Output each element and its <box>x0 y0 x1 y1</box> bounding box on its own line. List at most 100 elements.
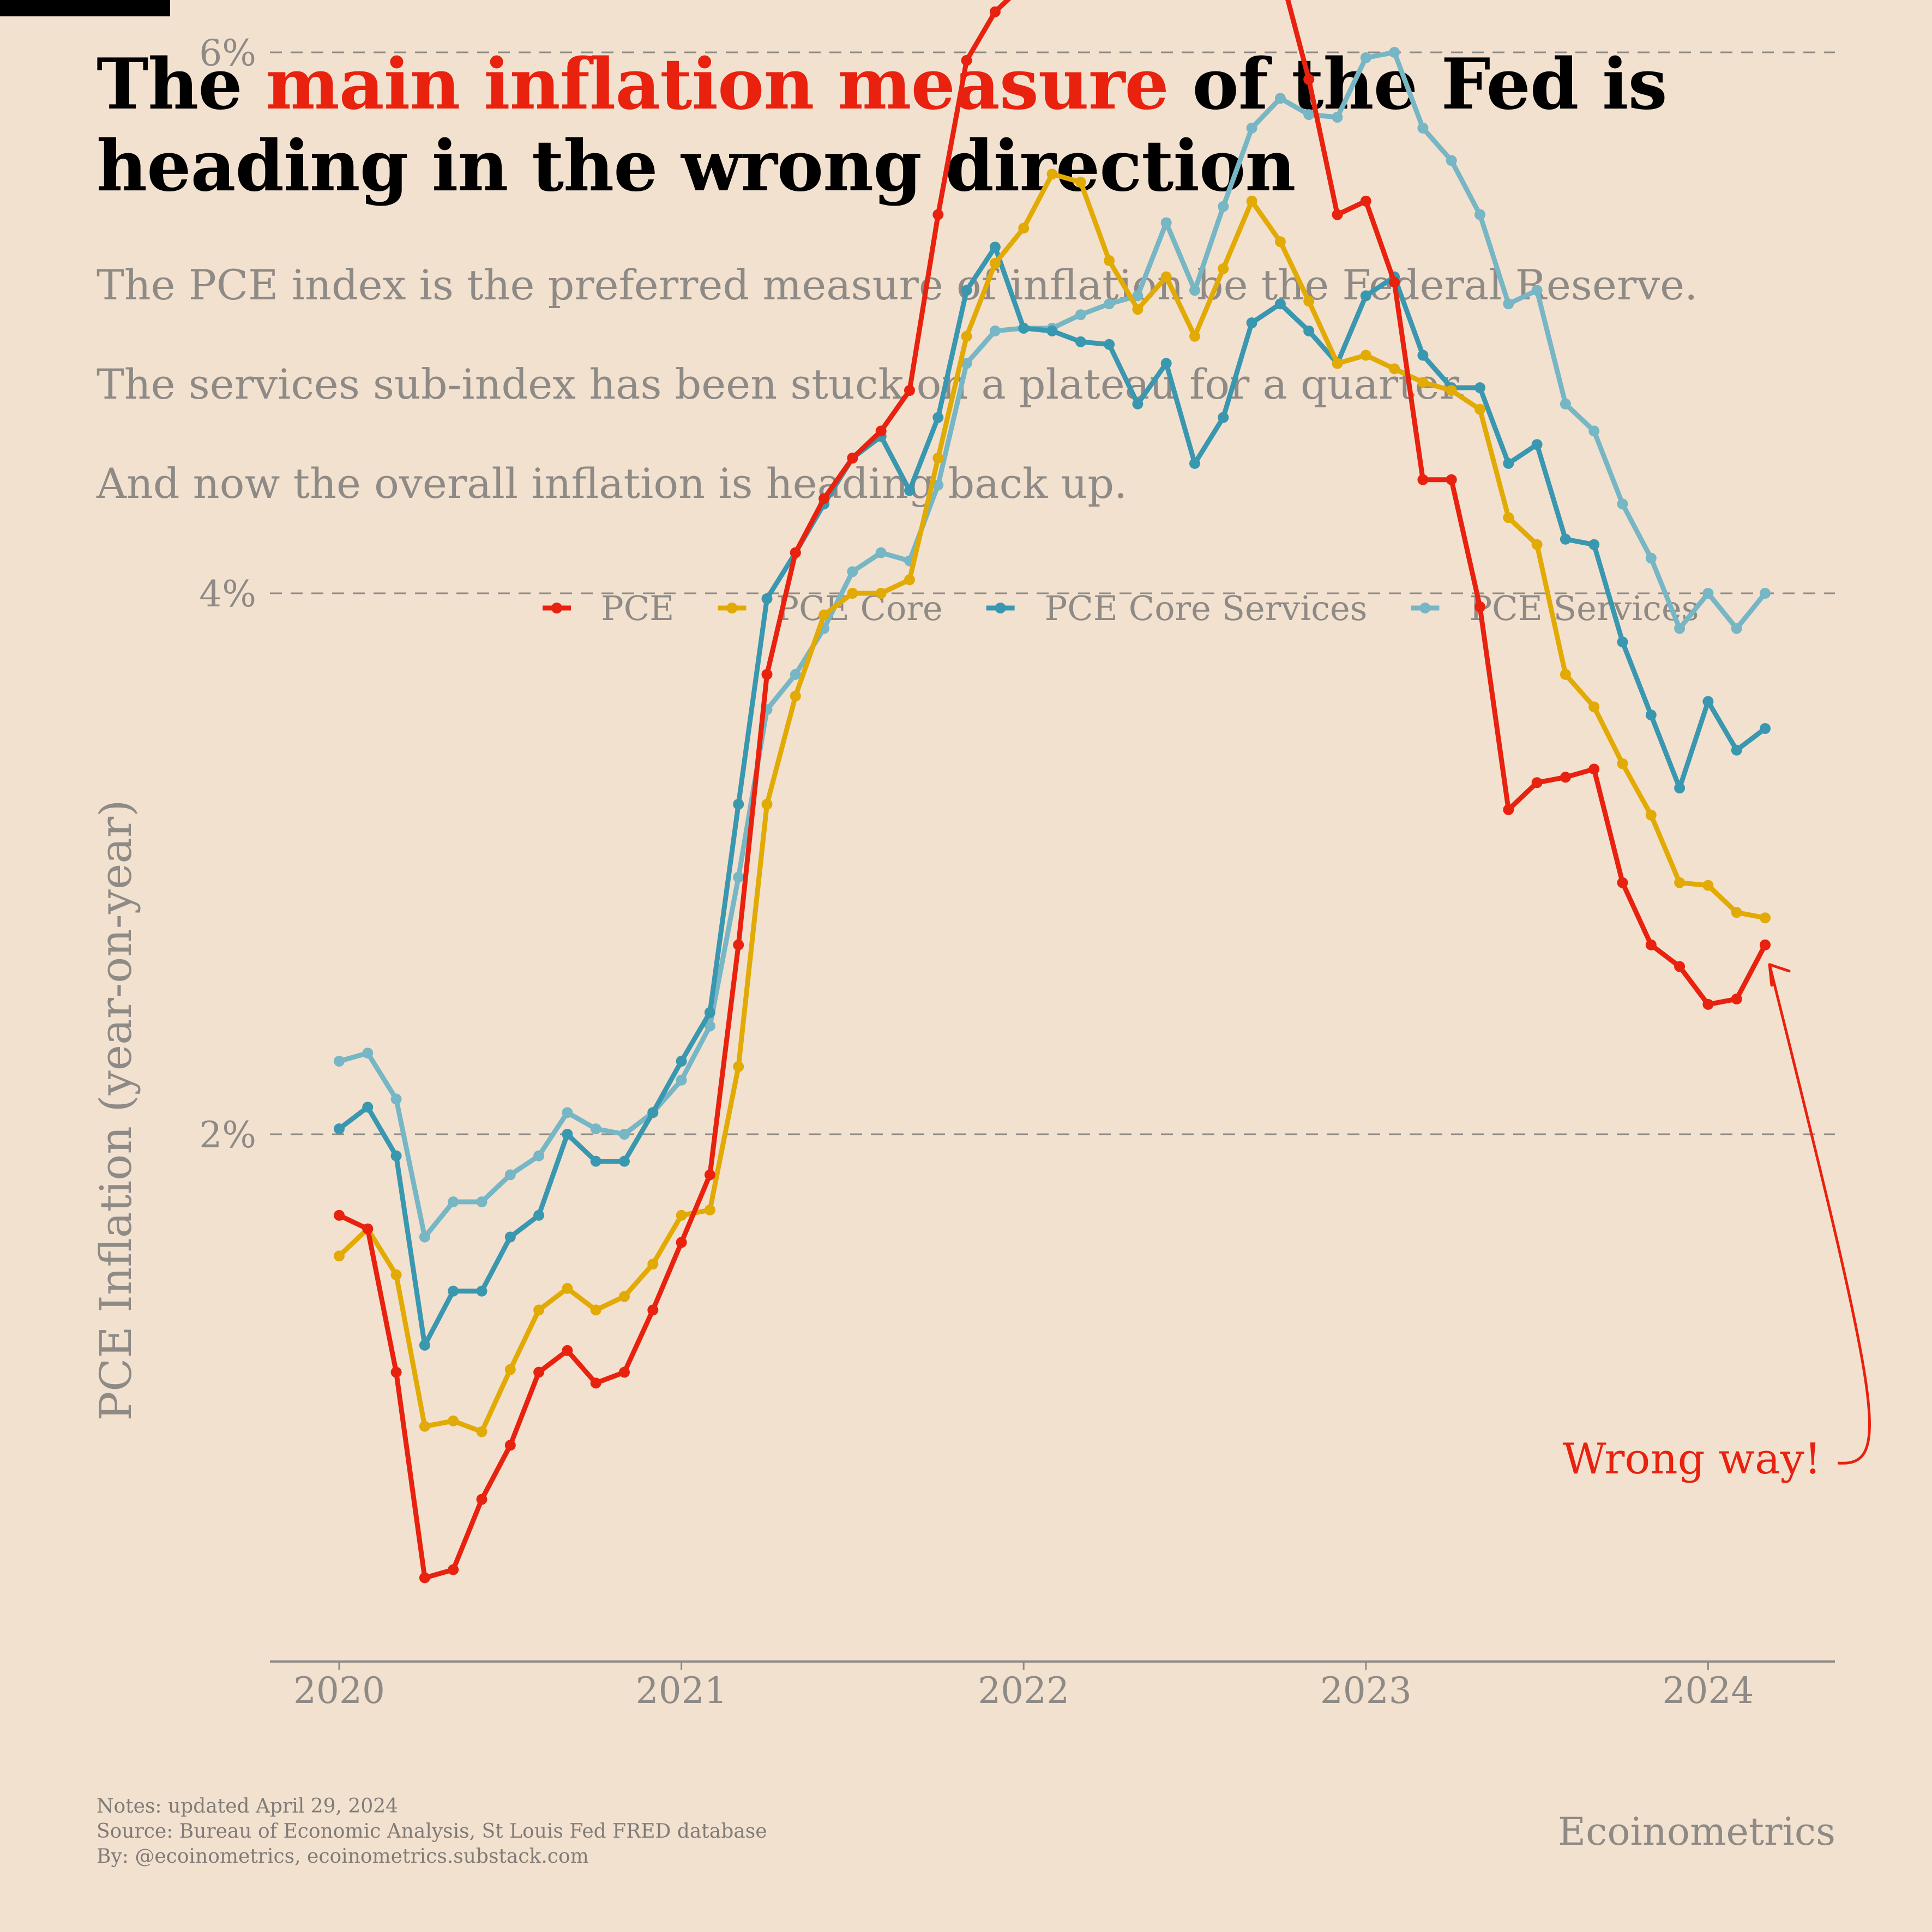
point-pce <box>476 1494 487 1505</box>
point-pce-services <box>1303 109 1315 121</box>
point-pce-core-services <box>1303 325 1315 336</box>
point-pce-core <box>590 1304 601 1316</box>
point-pce-services <box>989 325 1001 336</box>
point-pce <box>1531 777 1543 789</box>
point-pce-services <box>1446 155 1457 166</box>
series-pce-services <box>334 47 1771 1243</box>
point-pce <box>704 1169 715 1181</box>
point-pce <box>733 939 744 950</box>
point-pce-core-services <box>1246 317 1257 328</box>
point-pce-core-services <box>1075 336 1086 347</box>
point-pce-services <box>1104 298 1115 310</box>
point-pce <box>1731 994 1742 1004</box>
point-pce-services <box>1132 290 1143 302</box>
annotation-text: Wrong way! <box>1562 1435 1821 1484</box>
point-pce <box>904 385 915 396</box>
point-pce-core <box>1189 330 1200 342</box>
point-pce-core <box>1218 263 1229 274</box>
point-pce-core <box>647 1259 659 1270</box>
series-pce-core <box>334 168 1771 1437</box>
x-axis-ticks: 2020 2021 2022 2023 2024 <box>293 1662 1754 1712</box>
annotation-arrow <box>1768 964 1871 1465</box>
point-pce <box>932 209 944 220</box>
point-pce-services <box>1389 47 1400 58</box>
point-pce-core-services <box>1760 723 1771 734</box>
point-pce-core <box>1417 377 1429 388</box>
point-pce-services <box>448 1196 459 1207</box>
footer-notes: Notes: updated April 29, 2024 Source: Bu… <box>97 1794 767 1869</box>
y-axis-label: PCE Inflation (year-on-year) <box>91 799 141 1421</box>
point-pce-core-services <box>989 242 1001 253</box>
point-pce-services <box>590 1123 601 1135</box>
point-pce-core <box>847 588 858 599</box>
point-pce-core-services <box>1189 458 1200 469</box>
point-pce-services <box>790 669 801 680</box>
point-pce-services <box>1617 498 1628 510</box>
point-pce <box>1303 74 1315 85</box>
point-pce-core <box>1531 539 1543 550</box>
legend-item-pce-services: PCE Services <box>1411 588 1699 628</box>
point-pce-core-services <box>1417 350 1429 361</box>
point-pce-core <box>1760 912 1771 924</box>
point-pce <box>362 1223 374 1235</box>
point-pce-core-services <box>1645 709 1657 721</box>
point-pce <box>619 1367 630 1378</box>
point-pce-services <box>533 1150 545 1161</box>
point-pce-core-services <box>1104 339 1115 350</box>
point-pce-core <box>818 609 830 621</box>
point-pce-core <box>1303 296 1315 307</box>
chart-series <box>334 0 1771 1584</box>
point-pce-core-services <box>961 285 972 296</box>
point-pce-core <box>1104 255 1115 266</box>
point-pce <box>504 1440 516 1451</box>
x-tick-label: 2022 <box>978 1670 1069 1712</box>
point-pce <box>419 1572 430 1584</box>
point-pce <box>1760 939 1771 950</box>
point-pce-core <box>1160 271 1172 282</box>
point-pce-services <box>1674 623 1686 634</box>
point-pce-core <box>1246 195 1257 207</box>
point-pce-core <box>904 574 915 586</box>
point-pce-core <box>875 588 887 599</box>
point-pce <box>448 1564 459 1575</box>
line-pce-services <box>336 50 1768 1239</box>
point-pce <box>875 425 887 437</box>
point-pce-core <box>790 690 801 702</box>
point-pce-services <box>1531 285 1543 296</box>
point-pce-core-services <box>1218 412 1229 423</box>
point-pce <box>818 493 830 504</box>
point-pce-core-services <box>1588 539 1600 550</box>
point-pce-services <box>961 358 972 369</box>
point-pce-core <box>476 1426 487 1437</box>
point-pce <box>1588 763 1600 775</box>
point-pce <box>761 669 773 680</box>
point-pce-core <box>1702 880 1714 891</box>
point-pce-core-services <box>1674 783 1686 794</box>
point-pce-core-services <box>761 593 773 604</box>
point-pce-core-services <box>1702 696 1714 707</box>
point-pce-services <box>1189 285 1200 296</box>
point-pce-core-services <box>562 1129 573 1140</box>
point-pce-services <box>932 479 944 491</box>
point-pce-core-services <box>1274 298 1286 310</box>
x-tick-label: 2021 <box>636 1670 727 1712</box>
point-pce-core <box>1360 350 1371 361</box>
point-pce-services <box>1645 552 1657 564</box>
point-pce-services <box>1360 52 1371 63</box>
point-pce-core-services <box>704 1007 715 1018</box>
point-pce-services <box>1160 217 1172 228</box>
point-pce-core-services <box>1046 325 1058 336</box>
point-pce-core <box>1018 222 1030 234</box>
notes-source: Source: Bureau of Economic Analysis, St … <box>97 1820 767 1843</box>
point-pce-services <box>1731 623 1742 634</box>
point-pce-core <box>504 1364 516 1375</box>
legend-item-pce-core-services: PCE Core Services <box>986 588 1367 628</box>
point-pce-services <box>1560 398 1571 410</box>
point-pce-core-services <box>1617 636 1628 648</box>
point-pce <box>790 547 801 558</box>
point-pce-core <box>1731 907 1742 918</box>
point-pce-core <box>1075 177 1086 188</box>
point-pce-services <box>733 871 744 883</box>
point-pce-core <box>1389 363 1400 375</box>
point-pce-core <box>1046 168 1058 180</box>
